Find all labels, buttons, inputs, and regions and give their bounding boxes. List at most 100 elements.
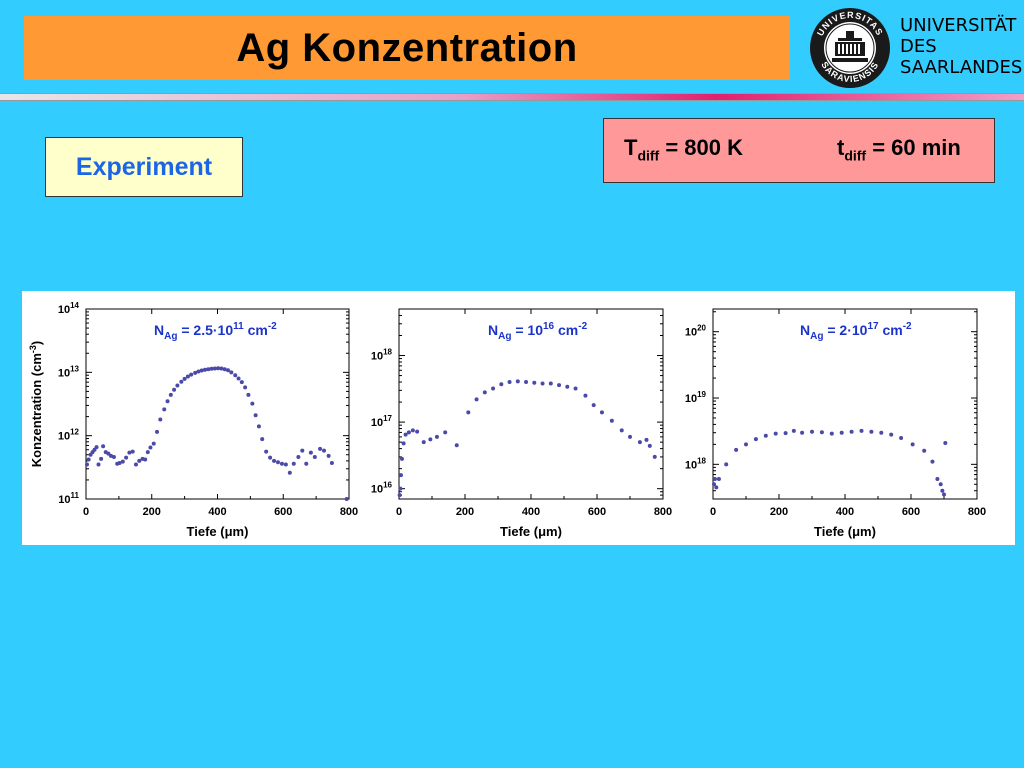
data-point [507,380,512,385]
data-point [203,367,208,372]
data-point [889,432,894,437]
data-point [268,455,273,460]
data-point [783,431,788,436]
x-tick-label: 200 [456,506,474,518]
data-point [421,440,426,445]
data-point [216,366,221,371]
data-point [127,450,132,455]
x-tick-label: 400 [522,506,540,518]
data-point [196,369,201,374]
data-point [938,482,943,487]
data-point [101,444,106,449]
x-tick-label: 800 [654,506,672,518]
data-point [193,370,198,375]
experiment-label: Experiment [75,152,213,181]
data-point [287,470,292,475]
data-point [172,387,177,392]
data-point [256,424,261,429]
data-point [94,445,99,450]
data-point [557,383,562,388]
data-point [499,382,504,387]
data-point [609,418,614,423]
chart-1: 0 200 400 600 800 1011 1012 1013 1014 Tiefe (μm) K… [28,301,358,539]
data-point [942,492,946,497]
data-point [236,376,241,381]
header-divider [0,93,1024,101]
data-point [943,440,948,445]
data-point [322,448,327,453]
x-tick-label: 600 [274,506,292,518]
data-point [652,454,657,459]
data-point [879,430,884,435]
data-point [243,385,248,390]
concentration-charts: 0 200 400 600 800 1011 1012 1013 1014 Tiefe (μm) K… [28,301,986,539]
data-point [428,437,433,442]
data-point [791,428,796,433]
data-point [143,457,148,462]
university-line1: UNIVERSITÄT [900,15,1017,36]
data-point [326,453,331,458]
data-point [189,372,194,377]
data-point [724,462,729,467]
data-point [151,441,156,446]
data-point [910,442,915,447]
time-condition: tdiff = 60 min [837,135,961,164]
data-point [434,434,439,439]
dose-annotation: NAg = 2·1017 cm-2 [800,321,912,342]
y-axis-label: Konzentration (cm-3) [28,341,44,467]
data-point [130,449,135,454]
x-tick-label: 0 [83,506,89,518]
y-tick-label: 1018 [685,456,707,471]
data-point [922,448,927,453]
data-point [714,485,719,490]
temperature-condition: Tdiff = 800 K [624,135,743,164]
data-point [515,379,520,384]
data-point [133,462,138,467]
data-point [168,392,173,397]
data-point [229,370,234,375]
data-point [264,449,269,454]
data-point [573,386,578,391]
data-point [222,367,227,372]
data-point [246,392,251,397]
x-tick-label: 800 [968,506,986,518]
university-name: UNIVERSITÄT DES SAARLANDES [900,15,1022,78]
data-point [148,445,153,450]
data-point [859,428,864,433]
data-point [744,442,748,447]
y-tick-label: 1013 [58,364,80,379]
x-tick-label: 400 [208,506,226,518]
data-point [179,379,184,384]
data-point [124,455,129,460]
y-tick-label: 1018 [371,348,393,363]
data-point [99,456,104,461]
data-point [773,431,778,436]
data-point [185,374,190,379]
data-point [800,430,805,435]
data-point [930,459,935,464]
data-point [829,431,834,436]
x-tick-label: 200 [770,506,788,518]
slide-title: Ag Konzentration [236,25,578,70]
data-point [532,380,537,385]
data-point [296,455,301,460]
data-point [935,477,940,482]
data-point [318,446,323,451]
data-point [410,428,415,433]
data-point [454,443,459,448]
data-point [819,430,824,435]
data-point [474,397,479,402]
x-tick-label: 600 [588,506,606,518]
data-point [849,429,854,434]
data-point [399,456,404,461]
data-point [398,473,403,478]
data-point [111,455,116,460]
data-point [86,457,91,462]
data-point [619,428,624,433]
data-point [540,381,545,386]
university-line2: DES [900,36,937,57]
x-tick-label: 400 [836,506,854,518]
data-point [175,383,180,388]
data-point [899,435,904,440]
data-point [753,437,758,442]
